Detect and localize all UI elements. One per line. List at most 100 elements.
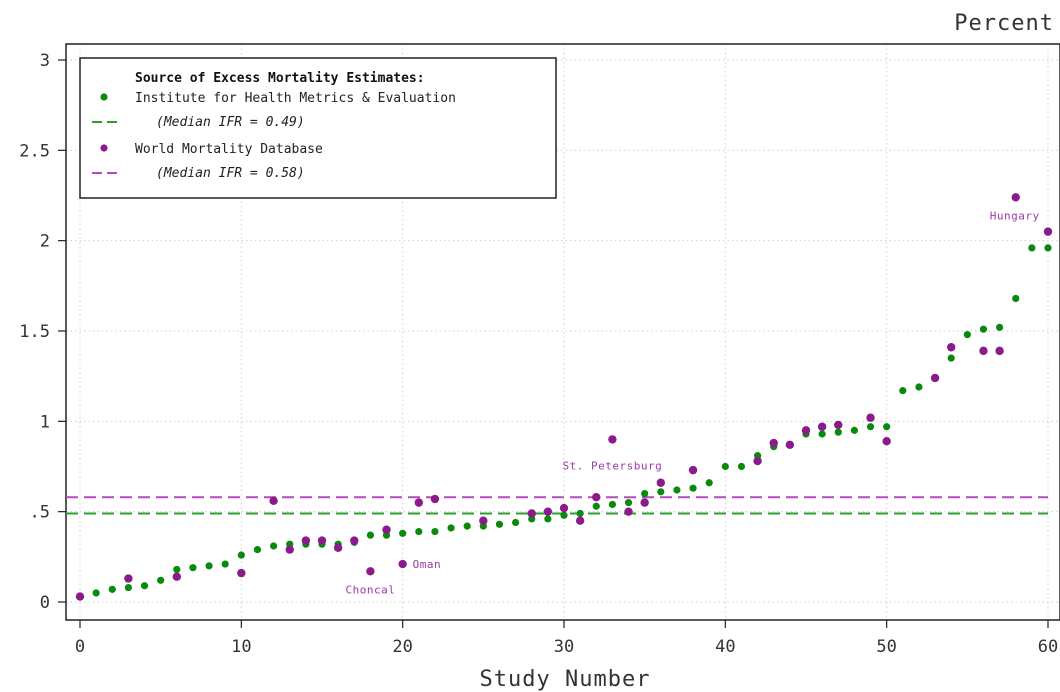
ihme-point <box>866 423 875 431</box>
ihme-point <box>92 589 100 597</box>
wmd-point <box>285 545 294 554</box>
ihme-point <box>963 331 971 339</box>
ihme-point <box>737 462 746 471</box>
wmd-point <box>592 493 601 502</box>
legend: Source of Excess Mortality Estimates: In… <box>79 57 557 199</box>
wmd-point <box>995 346 1004 356</box>
wmd-point <box>301 536 311 545</box>
ihme-point <box>818 430 826 438</box>
ihme-point <box>641 490 649 498</box>
y-tick-label: .5 <box>30 503 50 523</box>
ihme-point <box>996 323 1004 331</box>
ihme-point <box>124 583 132 592</box>
ihme-point <box>399 529 407 537</box>
wmd-point <box>769 438 778 448</box>
wmd-point <box>640 498 649 507</box>
wmd-point <box>350 536 359 545</box>
y-tick-label: 1.5 <box>19 322 50 342</box>
wmd-point <box>430 494 440 504</box>
wmd-point <box>398 559 407 569</box>
data-points <box>75 193 1053 601</box>
reference-lines <box>66 496 1048 515</box>
ihme-point <box>705 479 713 487</box>
point-annotation: St. Petersburg <box>563 459 663 472</box>
ihme-point <box>108 585 116 593</box>
wmd-point <box>834 420 843 430</box>
ihme-point <box>689 484 697 492</box>
plot-frame <box>65 43 1060 621</box>
y-tick-label: 2.5 <box>19 141 50 161</box>
ihme-point <box>899 387 907 395</box>
y-axis-title: Percent <box>954 11 1054 36</box>
ihme-point <box>915 383 923 391</box>
axes: 0 10 20 30 40 50 60 0 .5 1 1.5 2 2.5 3 <box>19 51 1058 657</box>
wmd-point <box>1043 227 1053 236</box>
wmd-point <box>333 543 343 552</box>
legend-label: (Median IFR = 0.49) <box>156 115 305 130</box>
wmd-point <box>124 574 133 583</box>
ihme-point <box>834 428 842 436</box>
ihme-point <box>608 500 617 509</box>
legend-label: Institute for Health Metrics & Evaluatio… <box>135 91 456 106</box>
x-tick-label: 50 <box>876 637 896 657</box>
ihme-point <box>721 462 729 471</box>
wmd-point <box>656 478 665 487</box>
ihme-point <box>189 564 197 572</box>
wmd-point <box>237 568 246 578</box>
wmd-point <box>366 567 375 576</box>
ihme-point <box>366 531 374 539</box>
wmd-point <box>575 516 585 525</box>
wmd-point <box>979 346 988 356</box>
wmd-point <box>688 465 698 475</box>
wmd-point <box>559 503 569 513</box>
ihme-point <box>592 502 600 510</box>
wmd-point <box>414 498 423 507</box>
x-axis-title: Study Number <box>480 667 651 692</box>
legend-marker <box>100 144 108 152</box>
ihme-point <box>979 325 988 333</box>
wmd-point <box>930 373 940 383</box>
legend-entries: Institute for Health Metrics & Evaluatio… <box>92 91 456 181</box>
ihme-point <box>157 576 165 584</box>
legend-title: Source of Excess Mortality Estimates: <box>135 71 425 86</box>
ihme-point <box>463 522 471 530</box>
wmd-point <box>75 592 85 601</box>
ihme-point <box>205 562 213 570</box>
ihme-point <box>1044 244 1052 252</box>
wmd-point <box>608 435 617 444</box>
point-annotation: Choncal <box>345 583 395 596</box>
ihme-point <box>140 582 149 590</box>
y-tick-label: 3 <box>40 51 50 71</box>
ihme-point <box>1028 244 1036 252</box>
wmd-point <box>172 572 181 581</box>
ihme-point <box>270 542 278 550</box>
wmd-point <box>753 456 762 466</box>
ihme-point <box>415 527 423 536</box>
wmd-point <box>947 343 956 352</box>
ihme-point <box>1012 294 1020 303</box>
x-tick-label: 40 <box>715 637 735 657</box>
ihme-point <box>511 518 520 527</box>
ihme-point <box>221 560 229 568</box>
legend-label: (Median IFR = 0.58) <box>156 166 305 181</box>
y-tick-label: 0 <box>40 593 50 613</box>
ihme-point <box>576 509 584 518</box>
x-tick-label: 20 <box>392 637 412 657</box>
point-annotations: St. Petersburg Hungary Oman Choncal <box>345 209 1039 596</box>
wmd-point <box>317 536 327 545</box>
ihme-point <box>495 520 504 528</box>
ihme-point <box>947 354 955 362</box>
grid <box>66 44 1060 620</box>
legend-label: World Mortality Database <box>135 142 323 157</box>
x-tick-label: 0 <box>75 637 85 657</box>
wmd-point <box>543 507 553 516</box>
x-tick-label: 30 <box>554 637 574 657</box>
ihme-point <box>173 565 181 574</box>
wmd-point <box>479 516 488 525</box>
y-tick-label: 1 <box>40 412 50 432</box>
wmd-point <box>817 422 827 431</box>
ihme-point <box>447 524 455 532</box>
wmd-point <box>527 509 536 518</box>
wmd-point <box>382 525 391 534</box>
